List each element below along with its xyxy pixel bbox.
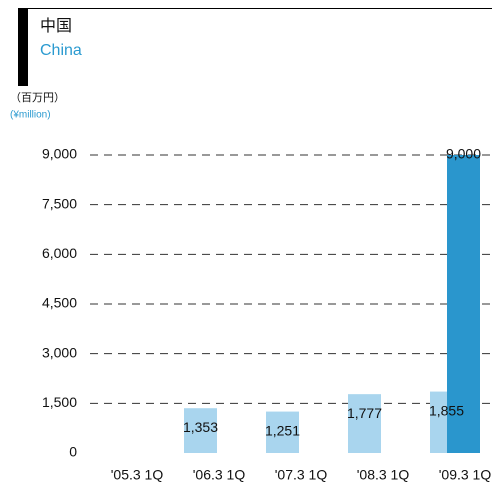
bar xyxy=(348,394,381,453)
y-tick-label: 4,500 xyxy=(42,295,77,311)
x-tick-label: '07.3 1Q xyxy=(275,467,328,483)
chart-subtitle: China xyxy=(40,42,82,59)
bar xyxy=(266,411,299,453)
value-label: 1,855 xyxy=(429,402,464,418)
value-label: 1,777 xyxy=(347,405,382,421)
value-label: 1,251 xyxy=(265,422,300,438)
x-tick-label: '05.3 1Q xyxy=(111,467,164,483)
y-tick-label: 9,000 xyxy=(42,146,77,162)
chart-title: 中国 xyxy=(40,17,72,35)
value-label: 1,353 xyxy=(183,419,218,435)
y-tick-label: 3,000 xyxy=(42,344,77,360)
y-tick-label: 7,500 xyxy=(42,195,77,211)
value-label: 9,000 xyxy=(446,146,481,162)
unit-label: （百万円） xyxy=(10,91,65,104)
bar xyxy=(184,408,217,453)
bar xyxy=(447,155,480,453)
y-tick-label: 0 xyxy=(69,444,77,460)
x-tick-label: '06.3 1Q xyxy=(193,467,246,483)
x-tick-label: '08.3 1Q xyxy=(357,467,410,483)
y-tick-label: 1,500 xyxy=(42,394,77,410)
y-tick-label: 6,000 xyxy=(42,245,77,261)
title-marker xyxy=(18,8,28,86)
x-tick-label: '09.3 1Q xyxy=(439,467,492,483)
unit-label-en: (¥million) xyxy=(10,110,51,121)
